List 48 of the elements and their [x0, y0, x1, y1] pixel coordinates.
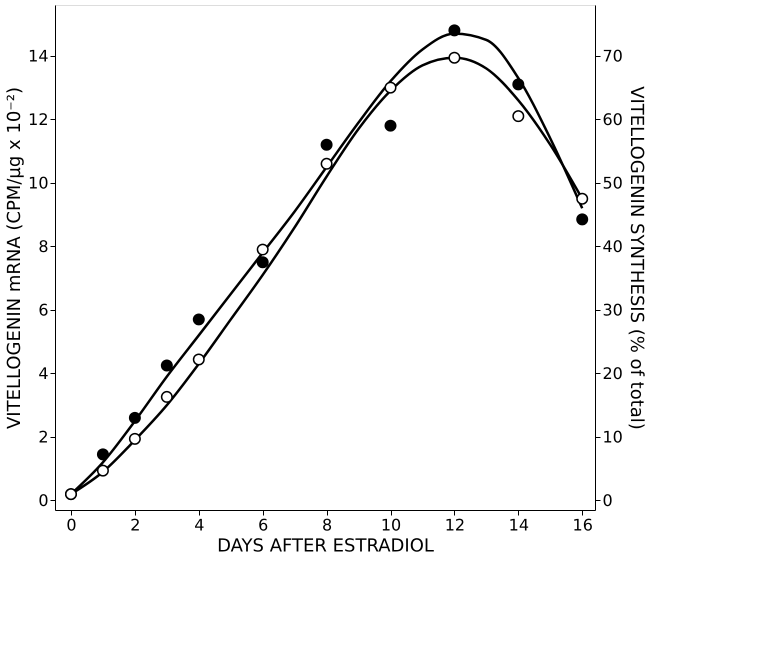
x-tick-label: 4 — [194, 516, 204, 534]
point — [320, 138, 333, 151]
y2-tick-label: 30 — [602, 300, 623, 320]
y-tick-label: 4 — [38, 364, 48, 383]
x-tick-label: 16 — [572, 516, 593, 534]
y2-tick-label: 10 — [602, 427, 623, 446]
y-tick-label: 10 — [28, 173, 48, 192]
y-tick-label: 12 — [28, 110, 48, 129]
point — [512, 78, 524, 90]
point — [96, 448, 109, 460]
point — [128, 412, 141, 424]
x-tick-label: 12 — [444, 516, 466, 534]
point — [576, 213, 588, 226]
y-tick-label: 8 — [38, 236, 48, 256]
point — [256, 244, 269, 256]
x-tick-label: 8 — [322, 516, 332, 534]
x-tick-label: 10 — [380, 516, 402, 534]
point — [384, 120, 396, 132]
point — [160, 360, 173, 372]
point — [512, 110, 524, 122]
point — [576, 192, 588, 205]
point — [192, 353, 205, 366]
x-tick-label: 0 — [66, 516, 77, 534]
y2-tick-label: 0 — [602, 490, 613, 510]
point — [256, 256, 269, 268]
x-tick-label: 6 — [258, 516, 268, 534]
y2-tick-label: 70 — [602, 46, 623, 66]
point — [192, 313, 205, 326]
y-axis-title: VITELLOGENIN mRNA (CPM/μg x 10⁻²) — [4, 86, 26, 430]
x-tick-label: 14 — [508, 516, 529, 534]
point — [160, 390, 173, 403]
y2-axis-title: VITELLOGENIN SYNTHESIS (% of total) — [626, 86, 647, 430]
y-tick-label: 6 — [38, 300, 48, 320]
y2-tick-label: 20 — [602, 364, 623, 383]
point — [128, 432, 141, 445]
point — [384, 82, 396, 94]
y2-tick-label: 60 — [602, 110, 623, 129]
point — [320, 158, 333, 170]
point — [448, 24, 460, 36]
y-tick-label: 0 — [38, 490, 48, 510]
point — [96, 464, 109, 477]
y-tick-label: 14 — [28, 46, 48, 66]
point — [448, 52, 460, 64]
x-tick-label: 2 — [130, 516, 140, 534]
x-axis-title: DAYS AFTER ESTRADIOL — [217, 536, 434, 556]
y-tick-label: 2 — [38, 427, 48, 446]
y2-tick-label: 50 — [602, 173, 623, 192]
y2-tick-label: 40 — [602, 236, 623, 256]
